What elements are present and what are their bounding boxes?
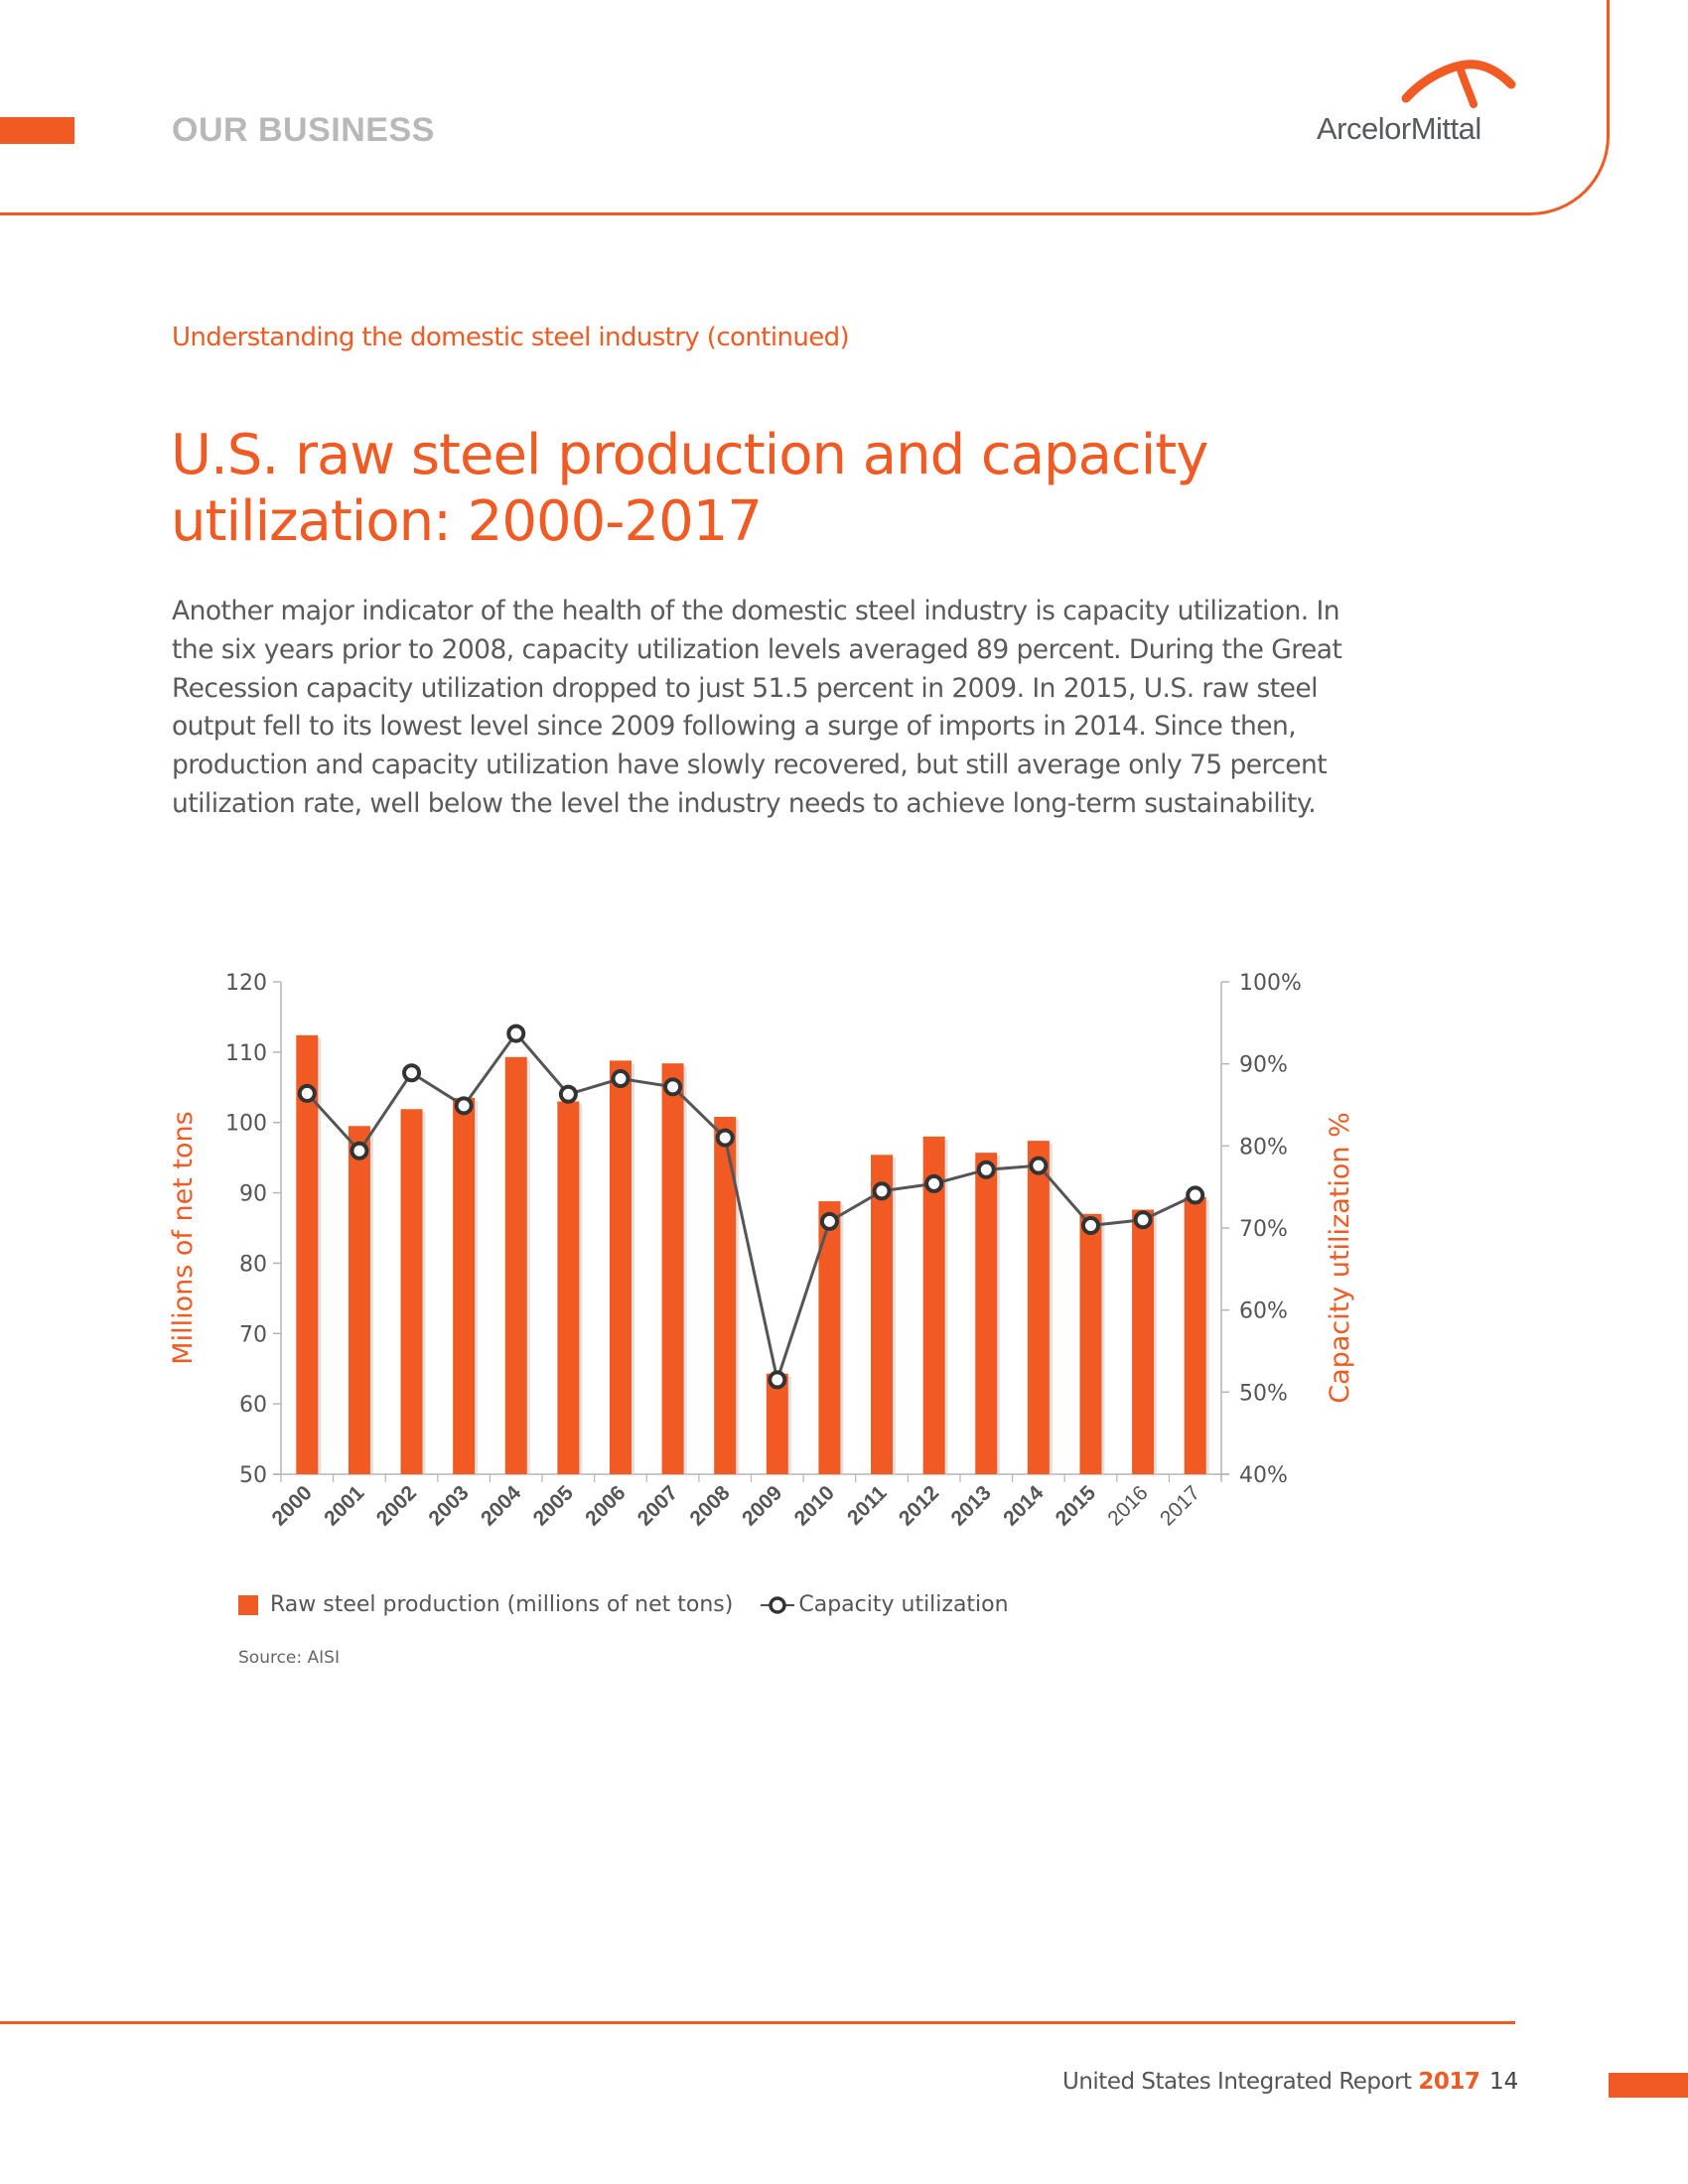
- point-2015: [1080, 1216, 1100, 1236]
- x-label-2005: 2005: [529, 1481, 579, 1531]
- bar-2007: [661, 1063, 684, 1474]
- bar-2006: [609, 1060, 632, 1474]
- right-tick-label: 50%: [1239, 1381, 1288, 1406]
- left-tick-label: 100: [225, 1112, 267, 1137]
- x-label-2015: 2015: [1052, 1481, 1101, 1531]
- left-tick-label: 120: [225, 971, 267, 996]
- logo-wordmark: ArcelorMittal: [1317, 111, 1481, 146]
- utilization-line: [306, 1030, 1196, 1386]
- x-label-2001: 2001: [320, 1481, 369, 1531]
- page-title: U.S. raw steel production and capacity u…: [171, 423, 1208, 554]
- left-axis-title: Millions of net tons: [168, 1111, 199, 1364]
- chart-axes: [273, 981, 1229, 1482]
- point-2002: [402, 1063, 422, 1083]
- point-2012: [924, 1173, 944, 1193]
- x-label-2007: 2007: [633, 1481, 682, 1530]
- x-label-2002: 2002: [372, 1481, 421, 1530]
- point-2000: [297, 1083, 317, 1103]
- right-tick-label: 80%: [1239, 1135, 1288, 1160]
- arcelormittal-logo-icon: [1401, 60, 1516, 108]
- legend-bar-swatch: [238, 1594, 258, 1615]
- bar-2012: [922, 1136, 945, 1474]
- bar-2009: [766, 1373, 788, 1474]
- right-tick-label: 70%: [1239, 1217, 1288, 1242]
- line-series: [297, 1024, 1205, 1390]
- bar-2013: [975, 1153, 998, 1474]
- bar-2000: [296, 1034, 319, 1474]
- point-2011: [872, 1181, 892, 1201]
- bar-2008: [714, 1117, 737, 1474]
- bar-2011: [871, 1155, 894, 1474]
- chart-legend: Raw steel production (millions of net to…: [238, 1592, 1009, 1617]
- footer-report-name: United States Integrated Report: [1062, 2069, 1412, 2095]
- bar-series: [296, 1034, 1209, 1474]
- header-frame: [0, 0, 1610, 215]
- bar-2004: [504, 1056, 527, 1474]
- left-tick-label: 80: [239, 1252, 267, 1277]
- x-label-2011: 2011: [843, 1481, 892, 1530]
- left-tick-label: 60: [239, 1393, 267, 1418]
- bar-2002: [400, 1109, 423, 1474]
- legend-bar-label: Raw steel production (millions of net to…: [270, 1592, 734, 1617]
- point-2001: [350, 1141, 369, 1160]
- legend-line-marker-icon: [761, 1595, 795, 1614]
- chart-labels: 50 60 70 80 90 100 110 120 40% 50% 60% 70% 80% 90% 100…: [168, 971, 1355, 1531]
- point-2016: [1133, 1210, 1153, 1230]
- x-label-2016: 2016: [1103, 1481, 1152, 1530]
- right-tick-label: 60%: [1239, 1299, 1288, 1324]
- right-tick-label: 100%: [1239, 971, 1302, 996]
- point-2006: [611, 1069, 631, 1089]
- left-tick-label: 90: [239, 1182, 267, 1207]
- footer-report-year: 2017: [1418, 2069, 1480, 2095]
- footer-accent-block: [1609, 2073, 1688, 2098]
- x-label-2017: 2017: [1156, 1481, 1204, 1530]
- section-label: OUR BUSINESS: [172, 111, 435, 149]
- footer-rule: [0, 2021, 1515, 2024]
- bar-2010: [818, 1201, 841, 1474]
- point-2010: [819, 1211, 839, 1231]
- right-tick-label: 90%: [1239, 1053, 1288, 1078]
- bar-2015: [1079, 1213, 1102, 1474]
- left-tick-label: 110: [225, 1041, 267, 1066]
- point-2009: [768, 1370, 787, 1390]
- point-2017: [1186, 1185, 1205, 1205]
- x-label-2014: 2014: [999, 1481, 1049, 1531]
- right-axis-title: Capacity utilization %: [1325, 1112, 1355, 1403]
- header-accent-block: [0, 117, 74, 144]
- bar-2016: [1132, 1209, 1155, 1474]
- point-2005: [558, 1084, 578, 1104]
- bar-2017: [1184, 1196, 1206, 1474]
- page-number: 14: [1489, 2069, 1519, 2095]
- footer-report-title: United States Integrated Report 2017: [1062, 2069, 1480, 2095]
- x-label-2008: 2008: [685, 1481, 735, 1531]
- point-2014: [1029, 1156, 1049, 1175]
- point-2004: [506, 1024, 526, 1043]
- bar-2014: [1027, 1141, 1050, 1474]
- x-label-2010: 2010: [790, 1481, 839, 1530]
- production-utilization-chart: 50 60 70 80 90 100 110 120 40% 50% 60% 70% 80% 90% 100…: [168, 971, 1355, 1531]
- point-2013: [976, 1160, 996, 1179]
- left-tick-label: 50: [239, 1463, 267, 1488]
- point-2003: [454, 1096, 474, 1116]
- point-2007: [663, 1077, 683, 1097]
- bar-2003: [453, 1097, 476, 1474]
- right-tick-label: 40%: [1239, 1463, 1288, 1488]
- x-label-2003: 2003: [424, 1481, 473, 1530]
- section-subtitle: Understanding the domestic steel industr…: [172, 323, 850, 352]
- x-label-2009: 2009: [738, 1481, 786, 1530]
- x-label-2000: 2000: [268, 1481, 317, 1530]
- x-label-2012: 2012: [895, 1481, 943, 1530]
- bar-2001: [348, 1126, 370, 1474]
- x-label-2013: 2013: [946, 1481, 995, 1530]
- chart-source: Source: AISI: [238, 1648, 340, 1668]
- left-tick-label: 70: [239, 1322, 267, 1347]
- point-2008: [715, 1128, 735, 1148]
- legend-line-label: Capacity utilization: [798, 1592, 1009, 1617]
- bar-2005: [557, 1101, 580, 1474]
- x-label-2006: 2006: [581, 1481, 630, 1530]
- body-paragraph: Another major indicator of the health of…: [172, 596, 1342, 819]
- x-label-2004: 2004: [477, 1481, 526, 1531]
